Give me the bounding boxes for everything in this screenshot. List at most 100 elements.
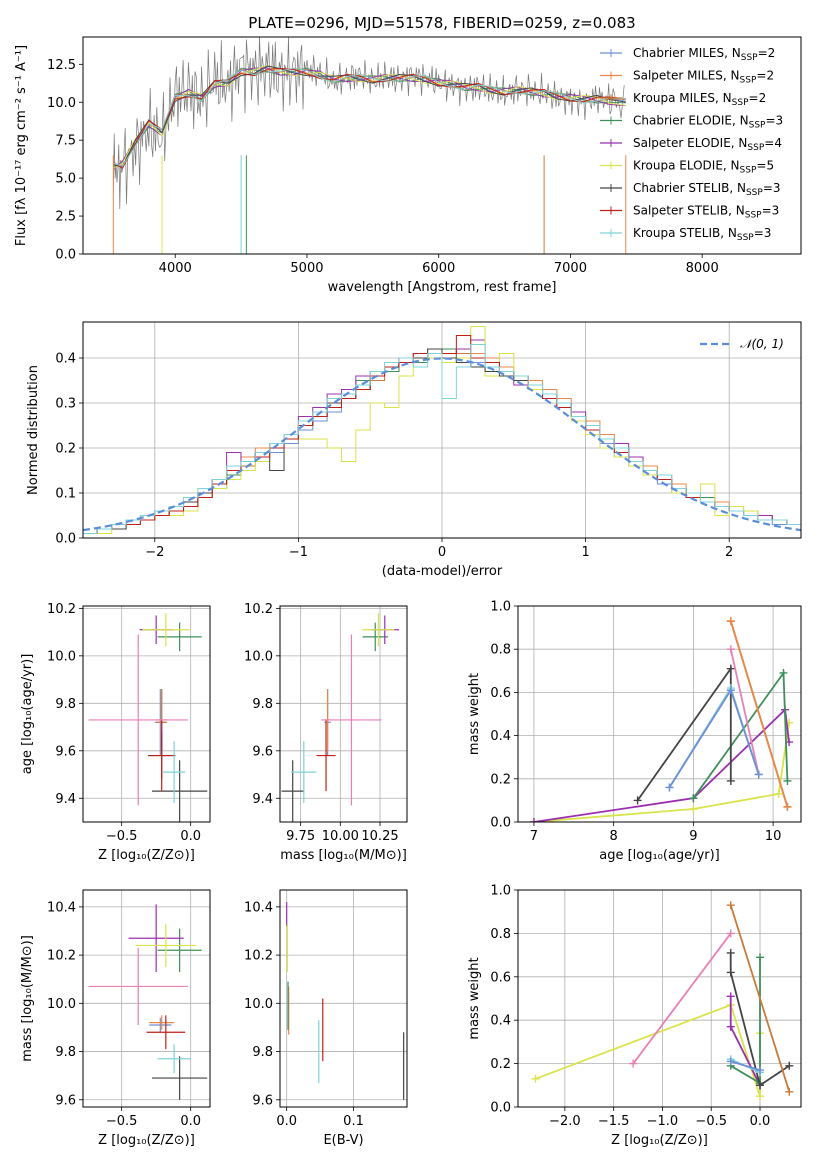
- y-tick-label: 9.8: [55, 1045, 76, 1060]
- x-axis-label: Z [log₁₀(Z/Z⊙)]: [98, 1133, 195, 1148]
- plus-marker: [726, 664, 735, 673]
- x-tick-label: 10.25: [361, 829, 398, 844]
- plus-marker: [529, 818, 538, 822]
- plus-marker: [629, 1059, 638, 1068]
- mass-weight-line: [533, 722, 790, 822]
- mass-weight-vs-metallicity-panel-plot-area: [531, 901, 794, 1101]
- mass-vs-extinction-panel: 0.0 0.1 9.6 9.8 10.0 10.2 10.4 E(B-V): [244, 889, 408, 1148]
- x-tick-label: 8: [610, 829, 618, 844]
- plus-marker: [756, 1066, 765, 1075]
- mass-weight-vs-metallicity-panel-frame: [517, 889, 802, 1108]
- model-spectrum-line: [113, 67, 626, 167]
- y-tick-label: 9.8: [252, 697, 273, 712]
- y-tick-label: 0.2: [490, 772, 511, 787]
- y-tick-label: 9.6: [252, 744, 273, 759]
- histogram-step: [83, 344, 801, 538]
- mass-weight-line: [535, 1003, 761, 1097]
- y-tick-label: 9.6: [55, 744, 76, 759]
- y-axis-label: mass [log₁₀(M/M⊙)]: [20, 935, 35, 1062]
- legend-entry: 𝒩(0, 1): [740, 337, 784, 351]
- legend-entry: Kroupa STELIB, NSSP=3: [633, 226, 771, 243]
- mass-weight-line: [668, 688, 760, 788]
- mass-vs-metallicity-panel-plot-area: [88, 904, 208, 1100]
- x-tick-label: 9: [689, 829, 697, 844]
- y-tick-label: 9.8: [252, 1045, 273, 1060]
- spectrum-legend: Chabrier MILES, NSSP=2 Salpeter MILES, NS…: [600, 46, 783, 243]
- x-axis-label: age [log₁₀(age/yr)]: [599, 848, 720, 863]
- model-spectrum-line: [113, 67, 626, 169]
- legend-entry: Salpeter STELIB, NSSP=3: [633, 204, 779, 221]
- y-tick-label: 10.0: [47, 649, 76, 664]
- x-tick-label: −2: [145, 545, 164, 560]
- y-tick-label: 10.2: [244, 949, 273, 964]
- age-vs-mass-panel-frame: [279, 605, 408, 823]
- x-tick-label: 1: [581, 545, 589, 560]
- mass-weight-line: [729, 952, 790, 1087]
- age-vs-metallicity-panel-frame: [82, 605, 211, 823]
- x-axis-label: Z [log₁₀(Z/Z⊙)]: [611, 1133, 708, 1148]
- x-tick-label: −0.5: [106, 1114, 138, 1129]
- spectrum-panel: 4000 5000 6000 7000 8000 0.0 2.5 5.0 7.5 10.0 12.5…: [14, 36, 802, 295]
- plus-marker: [726, 1022, 735, 1031]
- y-tick-label: 0.8: [490, 643, 511, 658]
- x-axis-label: mass [log₁₀(M/M⊙)]: [280, 848, 407, 863]
- x-tick-label: −0.5: [106, 829, 138, 844]
- plus-marker: [665, 783, 674, 792]
- y-tick-label: 0.3: [55, 397, 76, 412]
- histogram-frame: [82, 321, 802, 539]
- mass-weight-vs-metallicity-panel: −2.0 −1.5 −1.0 −0.5 0.0 0.0 0.2 0.4 0.6 0.8 1.0 Z […: [467, 884, 802, 1148]
- x-axis-label: wavelength [Angstrom, rest frame]: [328, 280, 557, 295]
- x-axis-label: (data-model)/error: [382, 564, 503, 579]
- mass-vs-extinction-panel-plot-area: [286, 902, 405, 1100]
- x-tick-label: 7000: [554, 261, 587, 276]
- x-tick-label: 6000: [422, 261, 455, 276]
- x-tick-label: −0.5: [695, 1114, 727, 1129]
- plus-marker: [726, 948, 735, 957]
- observed-spectrum-line: [112, 37, 625, 210]
- plus-marker: [783, 802, 792, 811]
- plus-marker: [726, 686, 735, 695]
- plus-marker: [756, 953, 765, 962]
- x-tick-label: −2.0: [549, 1114, 581, 1129]
- mass-weight-line: [729, 649, 760, 775]
- y-tick-label: 0.1: [55, 487, 76, 502]
- plus-marker: [633, 796, 642, 805]
- x-tick-label: 10: [765, 829, 782, 844]
- mass-weight-line: [729, 904, 791, 1093]
- y-tick-label: 0.0: [490, 816, 511, 831]
- x-tick-label: 2: [725, 545, 733, 560]
- plus-marker: [726, 776, 735, 785]
- mass-weight-vs-age-panel: 7 8 9 10 0.0 0.2 0.4 0.6 0.8 1.0 age [log₁₀(age/yr…: [467, 600, 802, 863]
- y-tick-label: 10.0: [47, 96, 76, 111]
- y-tick-label: 9.4: [252, 792, 273, 807]
- x-tick-label: 0: [438, 545, 446, 560]
- y-axis-label: mass weight: [467, 673, 482, 755]
- mass-weight-vs-age-panel-frame: [517, 605, 802, 823]
- legend-entry: Chabrier STELIB, NSSP=3: [633, 181, 781, 198]
- normal-curve-line: [83, 357, 801, 532]
- x-axis-label: Z [log₁₀(Z/Z⊙)]: [98, 848, 195, 863]
- y-tick-label: 2.5: [55, 210, 76, 225]
- chart-title: PLATE=0296, MJD=51578, FIBERID=0259, z=0…: [248, 14, 635, 32]
- y-tick-label: 10.4: [47, 900, 76, 915]
- y-tick-label: 0.4: [55, 352, 76, 367]
- y-tick-label: 0.6: [490, 686, 511, 701]
- y-tick-label: 9.4: [55, 792, 76, 807]
- x-tick-label: 8000: [686, 261, 719, 276]
- plus-marker: [785, 1087, 794, 1096]
- plus-marker: [785, 1061, 794, 1070]
- residual-histogram-panel: −2 −1 0 1 2 0.0 0.1 0.2 0.3 0.4 (data-model)/error…: [26, 321, 802, 579]
- plus-marker: [726, 1057, 735, 1066]
- mass-weight-line: [729, 620, 789, 808]
- plus-marker: [531, 1074, 540, 1083]
- age-vs-mass-panel-plot-area: [281, 613, 400, 822]
- plus-marker: [754, 770, 763, 779]
- y-tick-label: 0.4: [490, 729, 511, 744]
- y-tick-label: 10.2: [47, 602, 76, 617]
- y-tick-label: 0.0: [55, 532, 76, 547]
- y-tick-label: 9.6: [252, 1093, 273, 1108]
- y-tick-label: 9.8: [55, 697, 76, 712]
- y-axis-label: mass weight: [467, 957, 482, 1039]
- mass-vs-metallicity-panel: −0.5 0.0 9.6 9.8 10.0 10.2 10.4 Z [log₁₀(Z/Z⊙)]…: [20, 889, 211, 1148]
- y-tick-label: 7.5: [55, 134, 76, 149]
